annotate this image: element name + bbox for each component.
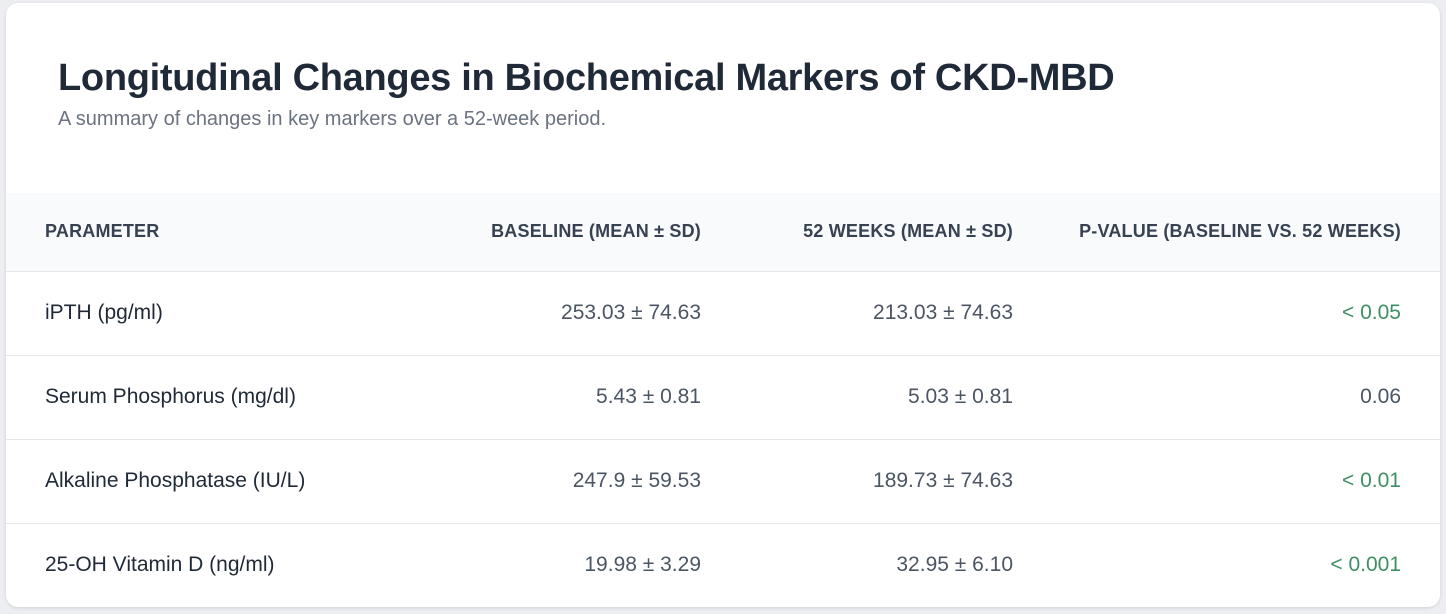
card-header: Longitudinal Changes in Biochemical Mark… (58, 55, 1115, 132)
cell-baseline: 253.03 ± 74.63 (405, 271, 701, 356)
cell-p-value: < 0.01 (1013, 439, 1440, 524)
cell-52-weeks: 213.03 ± 74.63 (701, 271, 1013, 356)
table-row: Serum Phosphorus (mg/dl) 5.43 ± 0.81 5.0… (6, 355, 1440, 440)
table-row: iPTH (pg/ml) 253.03 ± 74.63 213.03 ± 74.… (6, 271, 1440, 356)
table-header-row: Parameter Baseline (Mean ± SD) 52 Weeks … (6, 193, 1440, 272)
cell-baseline: 19.98 ± 3.29 (584, 553, 701, 577)
cell-52-weeks: 5.03 ± 0.81 (701, 355, 1013, 440)
column-header-p-value: P-Value (Baseline vs. 52 Weeks) (1013, 193, 1440, 272)
cell-parameter: 25-OH Vitamin D (ng/ml) (45, 553, 275, 577)
column-header-parameter: Parameter (6, 193, 405, 272)
cell-52-weeks: 32.95 ± 6.10 (896, 553, 1013, 577)
page-subtitle: A summary of changes in key markers over… (58, 108, 607, 130)
table-row: Alkaline Phosphatase (IU/L) 247.9 ± 59.5… (6, 439, 1440, 524)
cell-p-value: < 0.05 (1013, 271, 1440, 356)
cell-baseline: 5.43 ± 0.81 (405, 355, 701, 440)
cell-p-value: 0.06 (1013, 355, 1440, 440)
table-card: Longitudinal Changes in Biochemical Mark… (6, 3, 1440, 607)
cell-p-value: < 0.001 (1330, 553, 1401, 577)
table-row: 25-OH Vitamin D (ng/ml) 19.98 ± 3.29 32.… (6, 523, 1440, 607)
column-header-baseline: Baseline (Mean ± SD) (405, 193, 701, 272)
cell-parameter: Alkaline Phosphatase (IU/L) (6, 439, 405, 524)
column-header-52-weeks: 52 Weeks (Mean ± SD) (701, 193, 1013, 272)
cell-parameter: iPTH (pg/ml) (6, 271, 405, 356)
cell-parameter: Serum Phosphorus (mg/dl) (6, 355, 405, 440)
markers-table: Parameter Baseline (Mean ± SD) 52 Weeks … (6, 193, 1440, 607)
cell-baseline: 247.9 ± 59.53 (405, 439, 701, 524)
page-title: Longitudinal Changes in Biochemical Mark… (58, 57, 1115, 99)
cell-52-weeks: 189.73 ± 74.63 (701, 439, 1013, 524)
